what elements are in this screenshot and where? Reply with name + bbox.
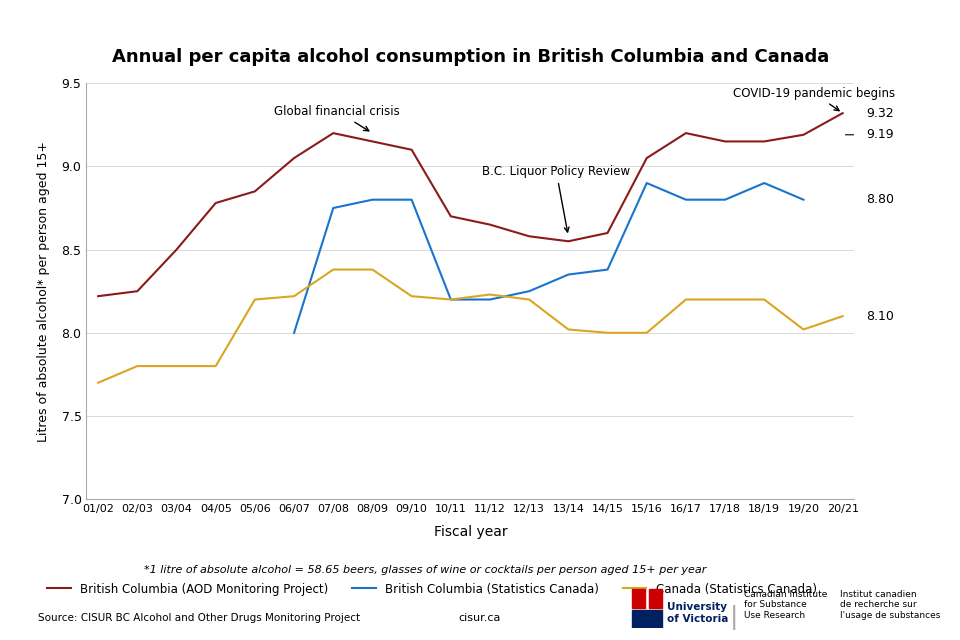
Y-axis label: Litres of absolute alcohol* per person aged 15+: Litres of absolute alcohol* per person a… <box>37 141 51 442</box>
Text: *1 litre of absolute alcohol = 58.65 beers, glasses of wine or cocktails per per: *1 litre of absolute alcohol = 58.65 bee… <box>144 564 707 575</box>
Text: Global financial crisis: Global financial crisis <box>275 105 400 131</box>
X-axis label: Fiscal year: Fiscal year <box>434 525 507 539</box>
Text: Source: CISUR BC Alcohol and Other Drugs Monitoring Project: Source: CISUR BC Alcohol and Other Drugs… <box>38 613 361 623</box>
Text: University
of Victoria: University of Victoria <box>667 602 729 624</box>
Text: B.C. Liquor Policy Review: B.C. Liquor Policy Review <box>482 165 631 232</box>
Bar <box>649 589 661 608</box>
Title: Annual per capita alcohol consumption in British Columbia and Canada: Annual per capita alcohol consumption in… <box>111 49 829 67</box>
Text: COVID-19 pandemic begins: COVID-19 pandemic begins <box>732 86 895 111</box>
Text: Institut canadien
de recherche sur
l'usage de substances: Institut canadien de recherche sur l'usa… <box>840 589 941 620</box>
Text: 9.32: 9.32 <box>866 107 894 120</box>
Text: Canadian Institute
for Substance
Use Research: Canadian Institute for Substance Use Res… <box>744 589 828 620</box>
Text: 8.80: 8.80 <box>866 193 894 206</box>
Text: 8.10: 8.10 <box>866 310 894 323</box>
Legend: British Columbia (AOD Monitoring Project), British Columbia (Statistics Canada),: British Columbia (AOD Monitoring Project… <box>42 578 822 600</box>
Bar <box>633 589 645 608</box>
Bar <box>633 610 661 628</box>
Text: 9.19: 9.19 <box>866 128 894 141</box>
Text: cisur.ca: cisur.ca <box>459 613 501 623</box>
Text: |: | <box>731 605 738 630</box>
